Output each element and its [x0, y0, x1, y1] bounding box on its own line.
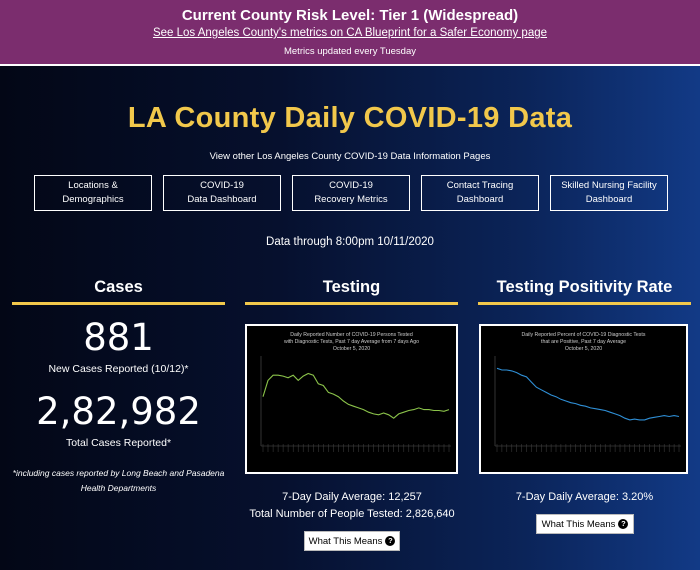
testing-chart-svg: Daily Reported Number of COVID-19 Person…: [260, 332, 451, 452]
risk-level-banner: Current County Risk Level: Tier 1 (Wides…: [0, 0, 700, 64]
nav-button-recovery-metrics[interactable]: COVID-19 Recovery Metrics: [292, 175, 410, 211]
nav-button-locations-demographics[interactable]: Locations & Demographics: [34, 175, 152, 211]
cases-heading-rule: [12, 302, 225, 305]
question-circle-icon: ?: [385, 536, 396, 546]
ca-blueprint-link[interactable]: See Los Angeles County's metrics on CA B…: [152, 27, 548, 39]
positivity-chart-title-line1: Daily Reported Percent of COVID-19 Diagn…: [522, 332, 646, 338]
testing-series-line: [262, 372, 450, 419]
nav-button-data-dashboard[interactable]: COVID-19 Data Dashboard: [163, 175, 281, 211]
cases-heading: Cases: [94, 278, 143, 296]
testing-heading-rule: [245, 302, 458, 305]
total-cases-label: Total Cases Reported*: [65, 437, 172, 449]
positivity-series-line: [496, 367, 680, 421]
other-pages-link[interactable]: View other Los Angeles County COVID-19 D…: [209, 151, 491, 162]
positivity-daily-average: 7-Day Daily Average: 3.20%: [515, 491, 654, 503]
total-cases-count: 2,82,982: [36, 390, 201, 433]
testing-chart-x-ticks: [262, 444, 450, 452]
positivity-chart-x-ticks: [496, 444, 680, 452]
positivity-chart: Daily Reported Percent of COVID-19 Diagn…: [479, 324, 688, 474]
nav-button-contact-tracing[interactable]: Contact Tracing Dashboard: [421, 175, 539, 211]
testing-what-this-means-label: What This Means: [308, 535, 383, 547]
positivity-what-this-means-label: What This Means: [541, 518, 616, 530]
positivity-what-this-means-button[interactable]: What This Means ?: [536, 514, 634, 534]
testing-daily-average: 7-Day Daily Average: 12,257: [282, 491, 422, 503]
nav-button-skilled-nursing[interactable]: Skilled Nursing Facility Dashboard: [550, 175, 668, 211]
positivity-chart-title-line2: that are Positive, Past 7 day Average: [541, 339, 626, 345]
risk-level-title: Current County Risk Level: Tier 1 (Wides…: [181, 7, 519, 24]
testing-chart-title-line1: Daily Reported Number of COVID-19 Person…: [290, 332, 413, 338]
positivity-heading-rule: [478, 302, 691, 305]
new-cases-label: New Cases Reported (10/12)*: [48, 363, 189, 375]
dashboard-main: LA County Daily COVID-19 Data View other…: [0, 66, 700, 570]
testing-chart-title-line3: October 5, 2020: [333, 346, 370, 352]
positivity-heading: Testing Positivity Rate: [496, 278, 673, 296]
page-title: LA County Daily COVID-19 Data: [127, 102, 573, 134]
positivity-chart-svg: Daily Reported Percent of COVID-19 Diagn…: [494, 332, 681, 452]
testing-what-this-means-button[interactable]: What This Means ?: [304, 531, 400, 551]
testing-heading: Testing: [322, 278, 381, 296]
data-through-date: Data through 8:00pm 10/11/2020: [266, 236, 434, 248]
cases-footnote: *including cases reported by Long Beach …: [12, 468, 225, 493]
question-circle-icon: ?: [618, 519, 629, 529]
positivity-chart-title-line3: October 5, 2020: [565, 346, 602, 352]
new-cases-count: 881: [83, 316, 154, 359]
testing-total-tested: Total Number of People Tested: 2,826,640: [249, 508, 455, 520]
testing-chart: Daily Reported Number of COVID-19 Person…: [245, 324, 458, 474]
testing-chart-title-line2: with Diagnostic Tests, Past 7 day Averag…: [284, 339, 419, 345]
metrics-update-note: Metrics updated every Tuesday: [283, 46, 416, 57]
